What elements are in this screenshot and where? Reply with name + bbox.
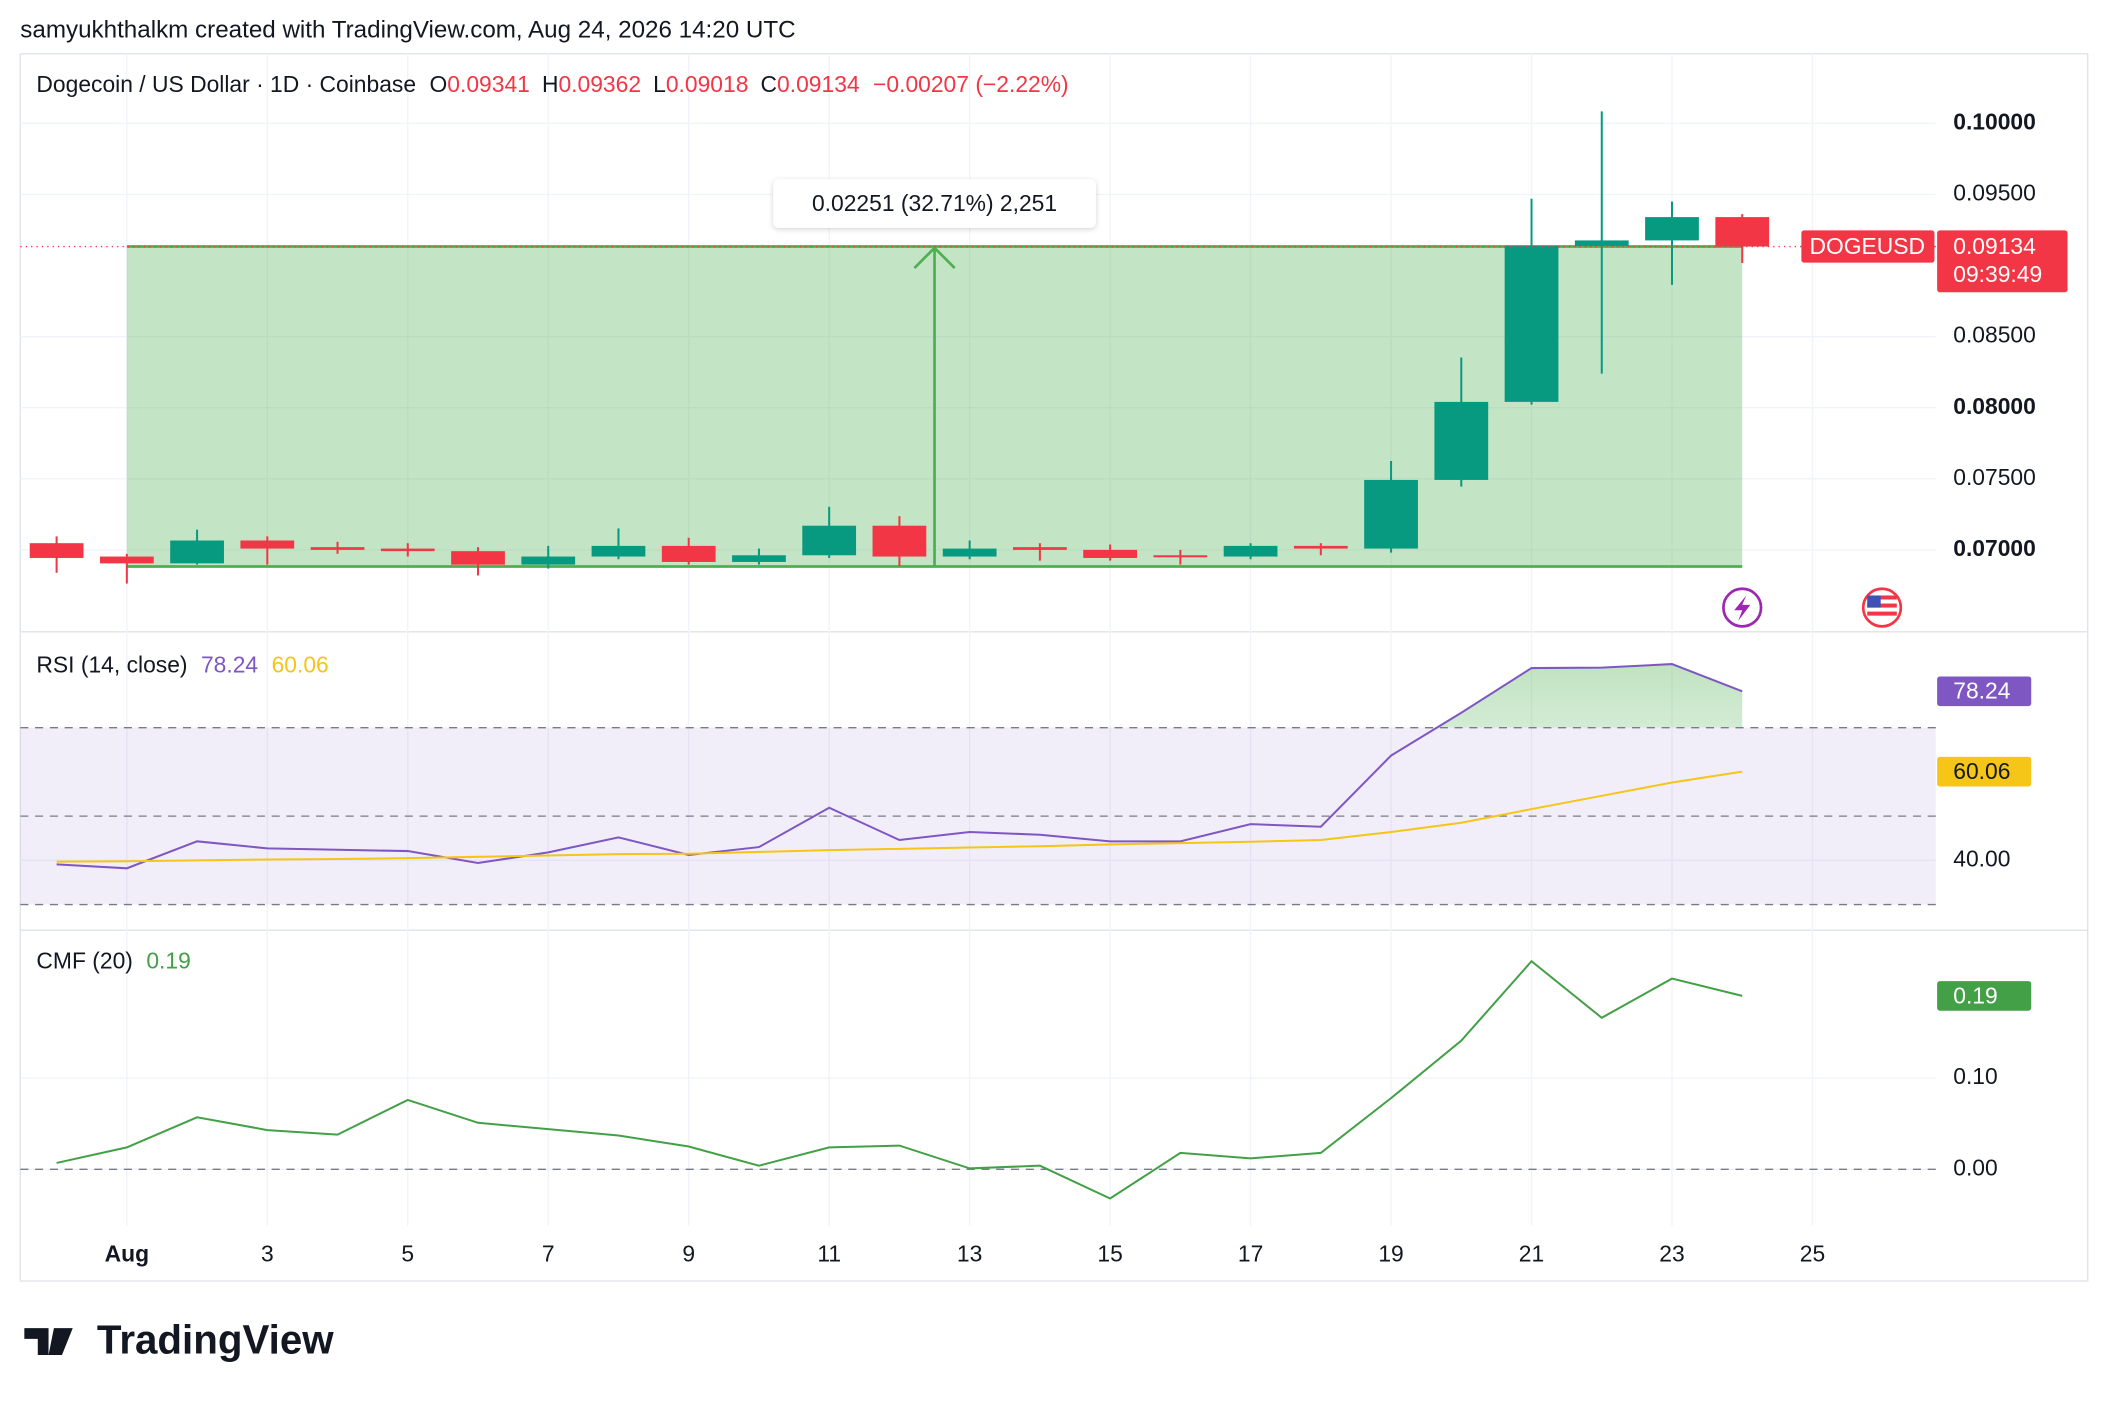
x-tick-label: 15 <box>1097 1241 1122 1267</box>
candle-body <box>591 545 646 557</box>
series-line <box>56 770 1743 863</box>
flag-icon <box>1861 587 1903 628</box>
candle-body <box>310 547 365 550</box>
x-tick-label: 11 <box>817 1241 841 1267</box>
legend: Dogecoin / US Dollar · 1D · Coinbase O0.0… <box>36 71 1068 97</box>
ohlc-value: 0.09362 <box>558 71 641 97</box>
ohlc-key: O <box>430 71 448 97</box>
price-tag-label: 0.09134 <box>1953 233 2036 259</box>
candle-body <box>451 551 505 565</box>
candle-body <box>1504 245 1559 402</box>
value-tag <box>1937 676 2032 707</box>
grid <box>20 53 2088 1226</box>
ohlc-value: 0.09018 <box>666 71 749 97</box>
plot: Aug 3 5 7 9 11 13 15 17 19 21 23 25 0.07000 0.07500 0.0… <box>20 71 2068 1267</box>
candle-body <box>1223 545 1278 557</box>
legend: CMF (20) 0.19 <box>36 947 190 973</box>
x-tick-label: 19 <box>1378 1241 1403 1267</box>
value-tag-label: 0.19 <box>1953 982 1997 1008</box>
ohlc-key: C <box>761 71 778 97</box>
measure-label-box <box>773 179 1096 228</box>
candle-body <box>1153 555 1208 558</box>
y-tick-label: 0.08500 <box>1953 322 2036 348</box>
candle-body <box>240 540 295 549</box>
x-tick-label: 23 <box>1659 1241 1684 1267</box>
symbol-tag-label: DOGEUSD <box>1809 233 1925 259</box>
candle-body <box>29 543 84 558</box>
logo-text: TradingView <box>97 1317 334 1363</box>
value-tag-label: 60.06 <box>1953 758 2010 784</box>
candle-body <box>99 556 154 564</box>
value-tag-label: 78.24 <box>1953 678 2010 704</box>
y-tick-label: 40.00 <box>1953 845 2010 871</box>
candle-body <box>1013 547 1067 550</box>
symbol-tag <box>1801 230 1935 263</box>
y-tick-label: 0.10 <box>1953 1063 1997 1089</box>
y-tick-label: 0.10000 <box>1953 108 2036 134</box>
ohlc-value: 0.09341 <box>447 71 530 97</box>
change-label: −0.00207 (−2.22%) <box>873 71 1069 97</box>
candle-body <box>942 548 997 557</box>
credit: samyukhthalkm created with TradingView.c… <box>20 16 795 43</box>
series-line <box>56 663 1743 870</box>
candle-body <box>1293 545 1348 549</box>
x-tick-label: 21 <box>1519 1241 1544 1267</box>
ohlc-key: L <box>653 71 666 97</box>
measure-arrow-head <box>913 245 956 269</box>
x-tick-label: 17 <box>1238 1241 1263 1267</box>
y-tick-label: 0.07000 <box>1953 535 2036 561</box>
legend-value: 0.19 <box>146 947 190 973</box>
x-tick-label: Aug <box>105 1241 149 1267</box>
candle-body <box>1574 240 1629 246</box>
x-tick-label: 3 <box>261 1241 274 1267</box>
legend-value: 60.06 <box>272 652 329 678</box>
ohlc-value: 0.09134 <box>777 71 860 97</box>
value-tag <box>1937 981 2032 1011</box>
candle-body <box>1645 217 1699 241</box>
price-tag <box>1937 230 2068 293</box>
candle-body <box>1434 401 1489 480</box>
overbought-fill <box>56 664 1743 728</box>
candle-body <box>732 555 786 562</box>
candle-body <box>170 540 224 564</box>
countdown-label: 09:39:49 <box>1953 261 2042 287</box>
candle-body <box>802 525 857 556</box>
x-tick-label: 13 <box>957 1241 982 1267</box>
candle-body <box>872 525 927 557</box>
value-tag <box>1937 756 2032 787</box>
x-tick-label: 9 <box>682 1241 695 1267</box>
candle-body <box>521 556 576 565</box>
x-tick-label: 5 <box>401 1241 414 1267</box>
x-tick-label: 25 <box>1800 1241 1825 1267</box>
legend-title: Dogecoin / US Dollar · 1D · Coinbase <box>36 71 416 97</box>
candle-body <box>1715 217 1770 247</box>
legend-value: 78.24 <box>201 652 258 678</box>
candle-body <box>380 548 435 552</box>
y-tick-label: 0.00 <box>1953 1154 1997 1180</box>
ohlc-key: H <box>542 71 559 97</box>
legend-title: CMF (20) <box>36 947 132 973</box>
legend: RSI (14, close) 78.24 60.06 <box>36 652 328 678</box>
y-tick-label: 0.09500 <box>1953 180 2036 206</box>
y-tick-label: 0.08000 <box>1953 393 2036 419</box>
x-tick-label: 7 <box>542 1241 555 1267</box>
candle-body <box>1083 549 1138 558</box>
legend-title: RSI (14, close) <box>36 652 187 678</box>
measure-label: 0.02251 (32.71%) 2,251 <box>812 190 1057 216</box>
event-icon <box>1722 587 1763 628</box>
candle-body <box>661 545 716 562</box>
logo: TradingView <box>24 1317 334 1363</box>
level-band <box>20 727 1936 905</box>
y-tick-label: 0.07500 <box>1953 464 2036 490</box>
chart-frame <box>19 53 2089 1282</box>
series-line <box>56 959 1743 1200</box>
candle-body <box>1364 479 1418 549</box>
